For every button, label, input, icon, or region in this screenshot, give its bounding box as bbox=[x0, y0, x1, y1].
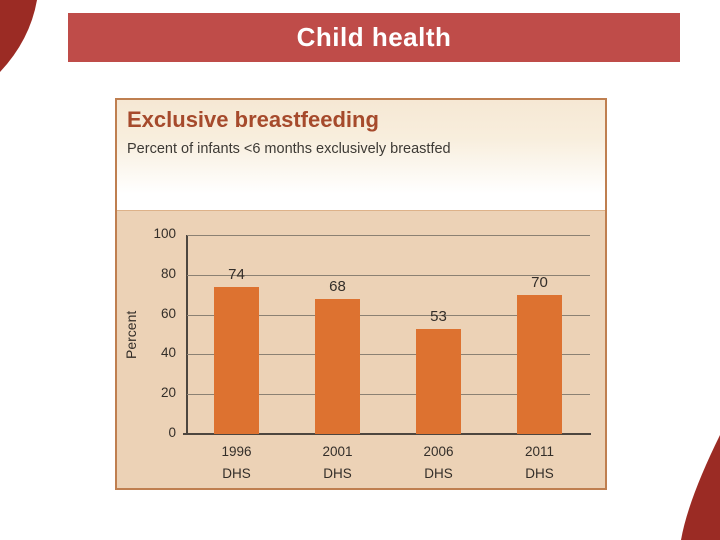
slide-title-banner: Child health bbox=[68, 13, 680, 62]
y-tick-label: 40 bbox=[160, 345, 176, 361]
x-axis-line bbox=[183, 433, 591, 435]
bar bbox=[416, 328, 461, 434]
chart-title: Exclusive breastfeeding bbox=[127, 107, 379, 132]
bar bbox=[214, 286, 259, 434]
gridline bbox=[187, 394, 590, 396]
x-category-label: 2011 DHS bbox=[524, 444, 555, 481]
gridline bbox=[187, 274, 590, 276]
x-category-label: 1996 DHS bbox=[221, 444, 252, 481]
y-tick-label: 0 bbox=[168, 425, 176, 440]
gridline bbox=[187, 354, 590, 356]
chart-header: Exclusive breastfeeding Percent of infan… bbox=[117, 100, 605, 210]
corner-decoration-top-left bbox=[0, 0, 37, 72]
corner-swoosh-shape bbox=[681, 435, 720, 540]
gridline bbox=[187, 235, 590, 236]
y-tick-label: 60 bbox=[160, 305, 176, 321]
chart-area: Percent 0 20 40 60 80 100 74 1996 DHS 68 2001 DHS 53… bbox=[117, 210, 605, 488]
x-category-label: 2006 DHS bbox=[423, 444, 454, 481]
y-tick-label: 100 bbox=[153, 226, 176, 241]
corner-decoration-bottom-right bbox=[681, 435, 720, 540]
bar-value-label: 68 bbox=[329, 277, 346, 295]
chart-subtitle: Percent of infants <6 months exclusively… bbox=[127, 141, 451, 157]
bar-value-label: 74 bbox=[228, 265, 245, 283]
slide-title: Child health bbox=[296, 22, 452, 52]
bar bbox=[517, 294, 562, 434]
corner-swoosh-shape bbox=[0, 0, 37, 72]
y-tick-label: 20 bbox=[160, 385, 176, 401]
gridline bbox=[187, 314, 590, 316]
bar-value-label: 53 bbox=[430, 307, 447, 325]
chart-panel: Exclusive breastfeeding Percent of infan… bbox=[115, 98, 607, 490]
y-tick-label: 80 bbox=[160, 265, 176, 281]
bar-value-label: 70 bbox=[531, 273, 548, 291]
x-category-label: 2001 DHS bbox=[322, 444, 353, 481]
y-axis-line bbox=[186, 235, 188, 435]
bar bbox=[315, 298, 360, 434]
